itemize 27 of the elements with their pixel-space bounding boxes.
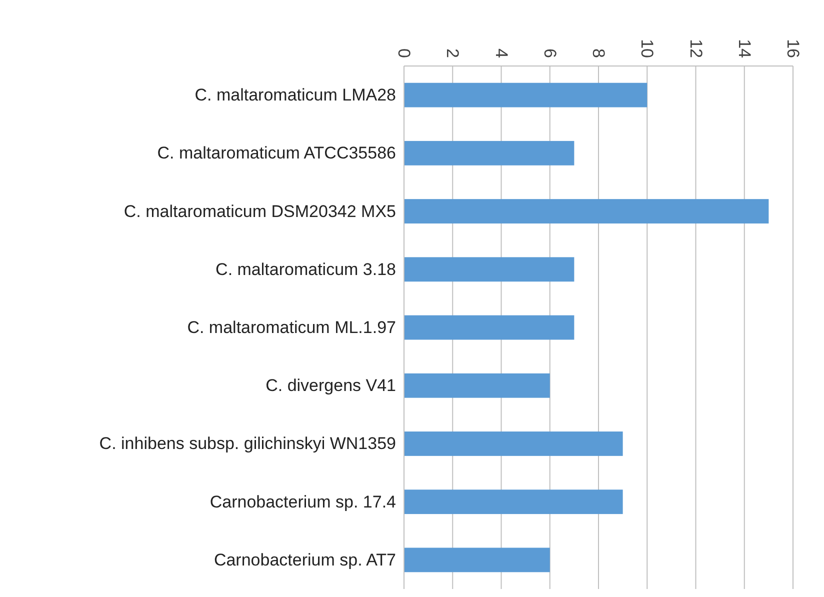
x-tick-label: 2	[443, 48, 462, 58]
y-tick-label: Carnobacterium sp. AT7	[214, 550, 396, 570]
y-tick-label: C. divergens V41	[266, 376, 396, 396]
x-tick-label: 16	[784, 39, 802, 58]
y-tick-label: C. maltaromaticum ML.1.97	[187, 318, 396, 337]
y-tick-label: C. maltaromaticum DSM20342 MX5	[124, 202, 396, 221]
x-tick-label: 14	[734, 39, 754, 58]
bar	[404, 257, 574, 282]
x-tick-label: 4	[492, 48, 511, 58]
y-tick-label: C. maltaromaticum 3.18	[216, 260, 396, 279]
x-tick-label: 6	[540, 48, 560, 58]
bar	[404, 490, 623, 514]
x-tick-label: 10	[638, 39, 657, 58]
bar	[404, 82, 648, 108]
y-tick-label: C. inhibens subsp. gilichinskyi WN1359	[99, 434, 396, 454]
bar	[404, 315, 574, 340]
y-tick-label: C. maltaromaticum ATCC35586	[157, 144, 396, 163]
bar	[404, 432, 623, 456]
x-tick-label: 12	[686, 39, 706, 58]
y-tick-label: C. maltaromaticum LMA28	[194, 86, 396, 105]
bar	[404, 199, 769, 224]
bar	[404, 373, 550, 398]
bar	[404, 140, 574, 166]
y-tick-label: Carnobacterium sp. 17.4	[210, 492, 396, 512]
bar	[404, 548, 550, 572]
x-tick-label: 8	[589, 48, 608, 58]
x-tick-label: 0	[394, 48, 414, 58]
